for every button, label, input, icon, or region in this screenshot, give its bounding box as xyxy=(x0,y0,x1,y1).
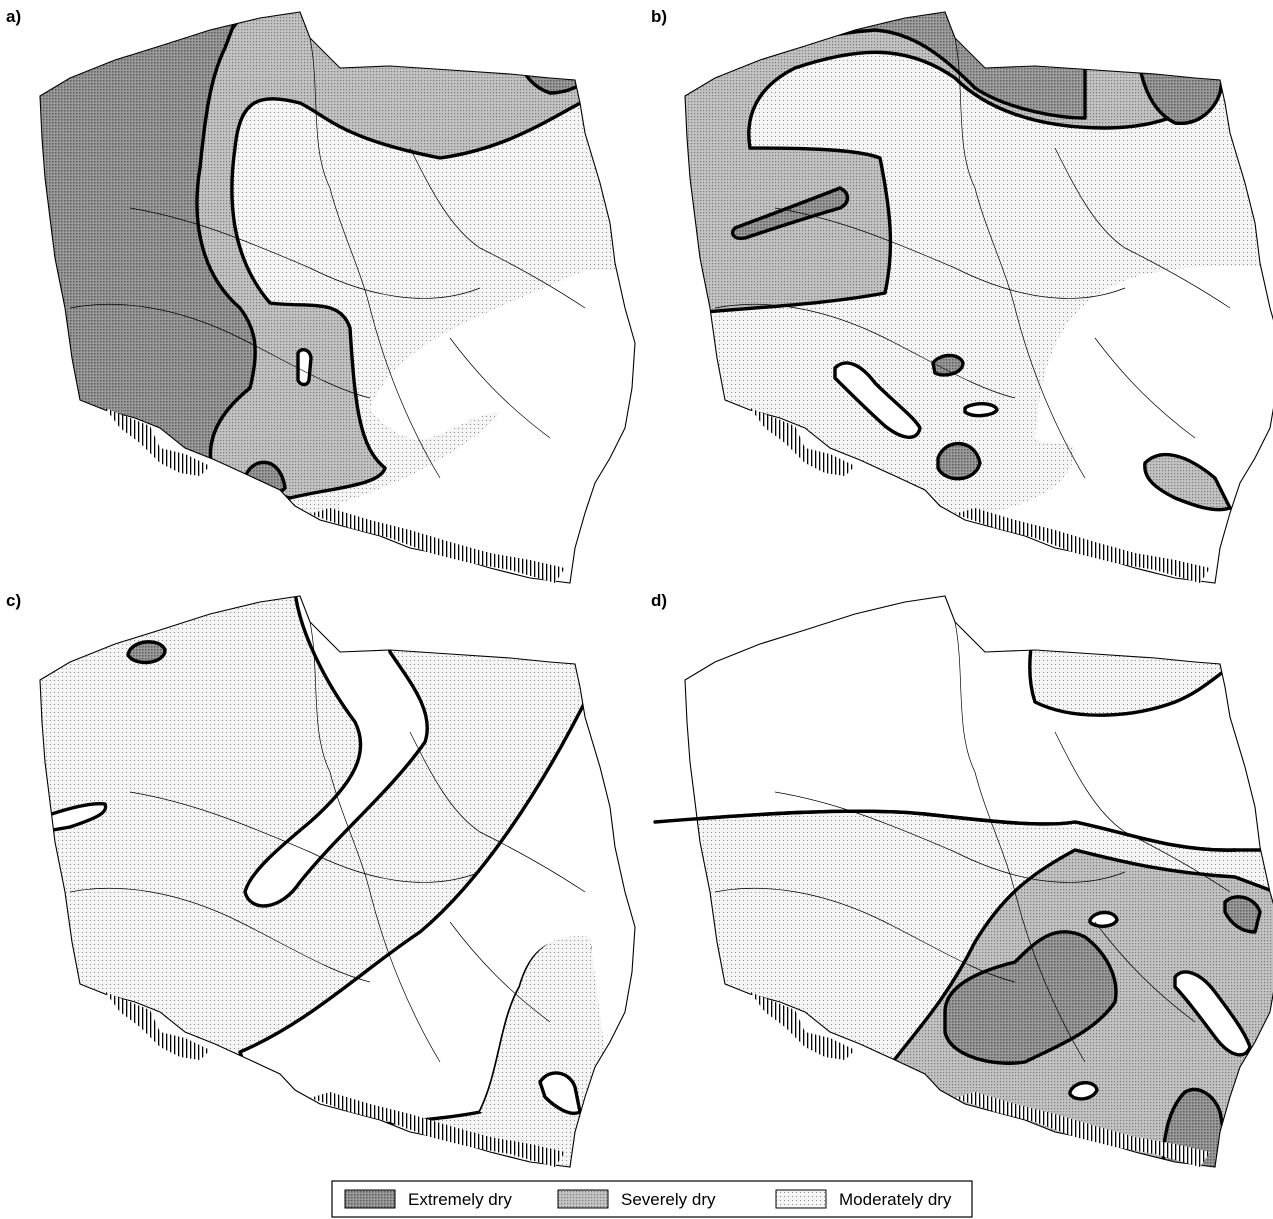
panel-label-b: b) xyxy=(651,7,667,26)
legend-label-severely-dry: Severely dry xyxy=(621,1190,716,1209)
legend: Extremely dry Severely dry Moderately dr… xyxy=(331,1180,973,1218)
map-panel-c: c) xyxy=(6,591,636,1168)
legend-item-severely-dry: Severely dry xyxy=(557,1189,716,1209)
legend-swatch-severely-dry xyxy=(557,1189,609,1209)
map-panel-b: b) xyxy=(651,7,1273,584)
legend-label-extremely-dry: Extremely dry xyxy=(408,1190,512,1209)
legend-item-extremely-dry: Extremely dry xyxy=(344,1189,512,1209)
map-panel-a: a) xyxy=(6,7,636,584)
legend-frame xyxy=(331,1180,973,1218)
legend-item-moderately-dry: Moderately dry xyxy=(775,1189,952,1209)
legend-label-moderately-dry: Moderately dry xyxy=(839,1190,952,1209)
panel-label-c: c) xyxy=(6,591,21,610)
legend-swatch-extremely-dry xyxy=(344,1189,396,1209)
legend-swatch-moderately-dry xyxy=(775,1189,827,1209)
panel-label-a: a) xyxy=(6,7,21,26)
panel-label-d: d) xyxy=(651,591,667,610)
map-panel-d: d) xyxy=(651,591,1273,1168)
